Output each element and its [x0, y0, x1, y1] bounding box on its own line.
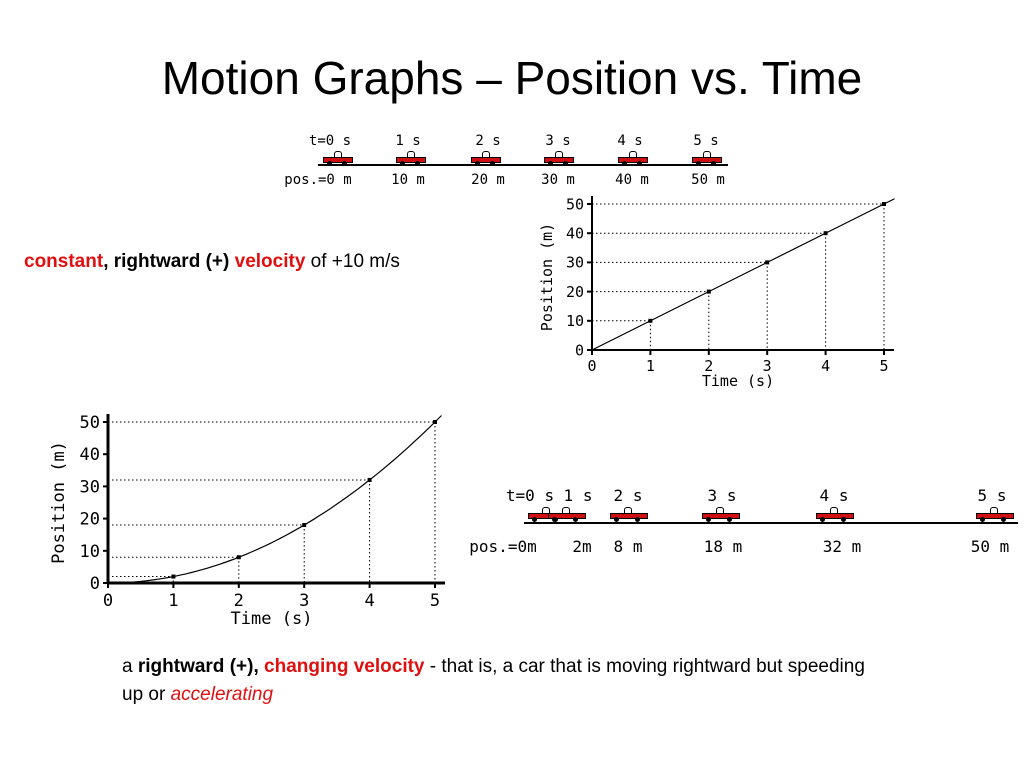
caption-changing-velocity: a rightward (+), changing velocity - tha…: [122, 653, 882, 709]
x-tick-label: 4: [821, 357, 830, 375]
x-tick-label: 5: [879, 357, 888, 375]
caption-word-constant: constant: [24, 251, 104, 272]
data-point: [171, 574, 176, 579]
x-tick-label: 4: [364, 591, 374, 611]
time-label: t=0 s: [505, 486, 555, 505]
car-icon: [469, 151, 501, 166]
car-icon: [321, 151, 353, 166]
car-icon: [690, 151, 722, 166]
data-point: [367, 477, 372, 482]
x-tick-label: 1: [168, 591, 178, 611]
y-axis-label: Position (m): [538, 223, 556, 331]
slide-title: Motion Graphs – Position vs. Time: [161, 52, 863, 104]
position-label: 50 m: [691, 172, 725, 188]
caption-article: a: [122, 656, 133, 677]
series-line: [108, 415, 442, 584]
data-point: [236, 555, 241, 560]
car-icon: [394, 151, 426, 166]
x-tick-label: 0: [103, 591, 113, 611]
y-tick-label: 50: [566, 195, 584, 213]
x-tick-label: 3: [299, 591, 309, 611]
track-line: [318, 164, 728, 166]
position-label: 32 m: [822, 537, 862, 556]
position-label: 8 m: [613, 537, 643, 556]
time-label: 5 s: [977, 486, 1007, 505]
x-tick-label: 2: [234, 591, 244, 611]
y-tick-label: 0: [90, 574, 100, 594]
y-tick-label: 50: [80, 413, 100, 433]
time-label: 4 s: [819, 486, 849, 505]
position-label: 2m: [572, 537, 592, 556]
time-label: 4 s: [617, 133, 643, 149]
data-point: [823, 231, 828, 236]
y-tick-label: 40: [80, 445, 100, 465]
x-tick-label: 2: [704, 357, 713, 375]
track-line: [524, 522, 1018, 524]
caption-word-changing-velocity: changing velocity: [264, 656, 425, 677]
time-label: 2 s: [475, 133, 501, 149]
position-label: 18 m: [703, 537, 743, 556]
position-label: 10 m: [391, 172, 425, 188]
x-tick-label: 3: [763, 357, 772, 375]
position-label: pos.=0m: [469, 537, 537, 556]
caption-word-velocity: velocity: [234, 251, 306, 272]
series-line: [591, 198, 895, 351]
position-label: 40 m: [615, 172, 649, 188]
time-label: 1 s: [395, 133, 421, 149]
data-point: [648, 318, 653, 323]
y-tick-label: 10: [566, 312, 584, 330]
time-label: 1 s: [563, 486, 593, 505]
y-tick-label: 30: [80, 477, 100, 497]
data-point: [302, 523, 307, 528]
car-icon: [546, 507, 586, 522]
y-tick-label: 0: [575, 341, 584, 359]
y-tick-label: 40: [566, 224, 584, 242]
caption-velocity-value: of +10 m/s: [310, 251, 400, 272]
position-label: 30 m: [541, 172, 575, 188]
car-icon: [700, 507, 740, 522]
data-point: [433, 420, 437, 424]
x-tick-label: 0: [587, 357, 596, 375]
data-point: [882, 202, 886, 206]
y-tick-label: 20: [566, 283, 584, 301]
time-label: 3 s: [707, 486, 737, 505]
x-axis-label: Time (s): [702, 372, 774, 390]
car-icon: [814, 507, 854, 522]
car-icon: [542, 151, 574, 166]
car-icon: [974, 507, 1014, 522]
position-label: 50 m: [970, 537, 1010, 556]
x-axis-label: Time (s): [231, 609, 313, 629]
car-icon: [608, 507, 648, 522]
car-icon: [616, 151, 648, 166]
data-point: [765, 260, 770, 265]
x-tick-label: 1: [646, 357, 655, 375]
y-tick-label: 10: [80, 542, 100, 562]
time-label: 2 s: [613, 486, 643, 505]
caption-constant-velocity: constant, rightward (+) velocity of +10 …: [24, 248, 534, 276]
y-tick-label: 30: [566, 254, 584, 272]
y-axis-label: Position (m): [49, 441, 69, 564]
caption-word-accelerating: accelerating: [170, 684, 274, 705]
caption-word-rightward: , rightward (+): [103, 251, 230, 272]
x-tick-label: 5: [430, 591, 440, 611]
caption-description: - that is, a car that is moving rightwar…: [122, 656, 865, 705]
caption-word-rightward: rightward (+),: [137, 656, 259, 677]
y-tick-label: 20: [80, 510, 100, 530]
time-label: 5 s: [693, 133, 719, 149]
position-label: 20 m: [471, 172, 505, 188]
time-label: t=0 s: [308, 133, 352, 149]
data-point: [706, 289, 711, 294]
position-label: pos.=0 m: [284, 172, 352, 188]
time-label: 3 s: [545, 133, 571, 149]
